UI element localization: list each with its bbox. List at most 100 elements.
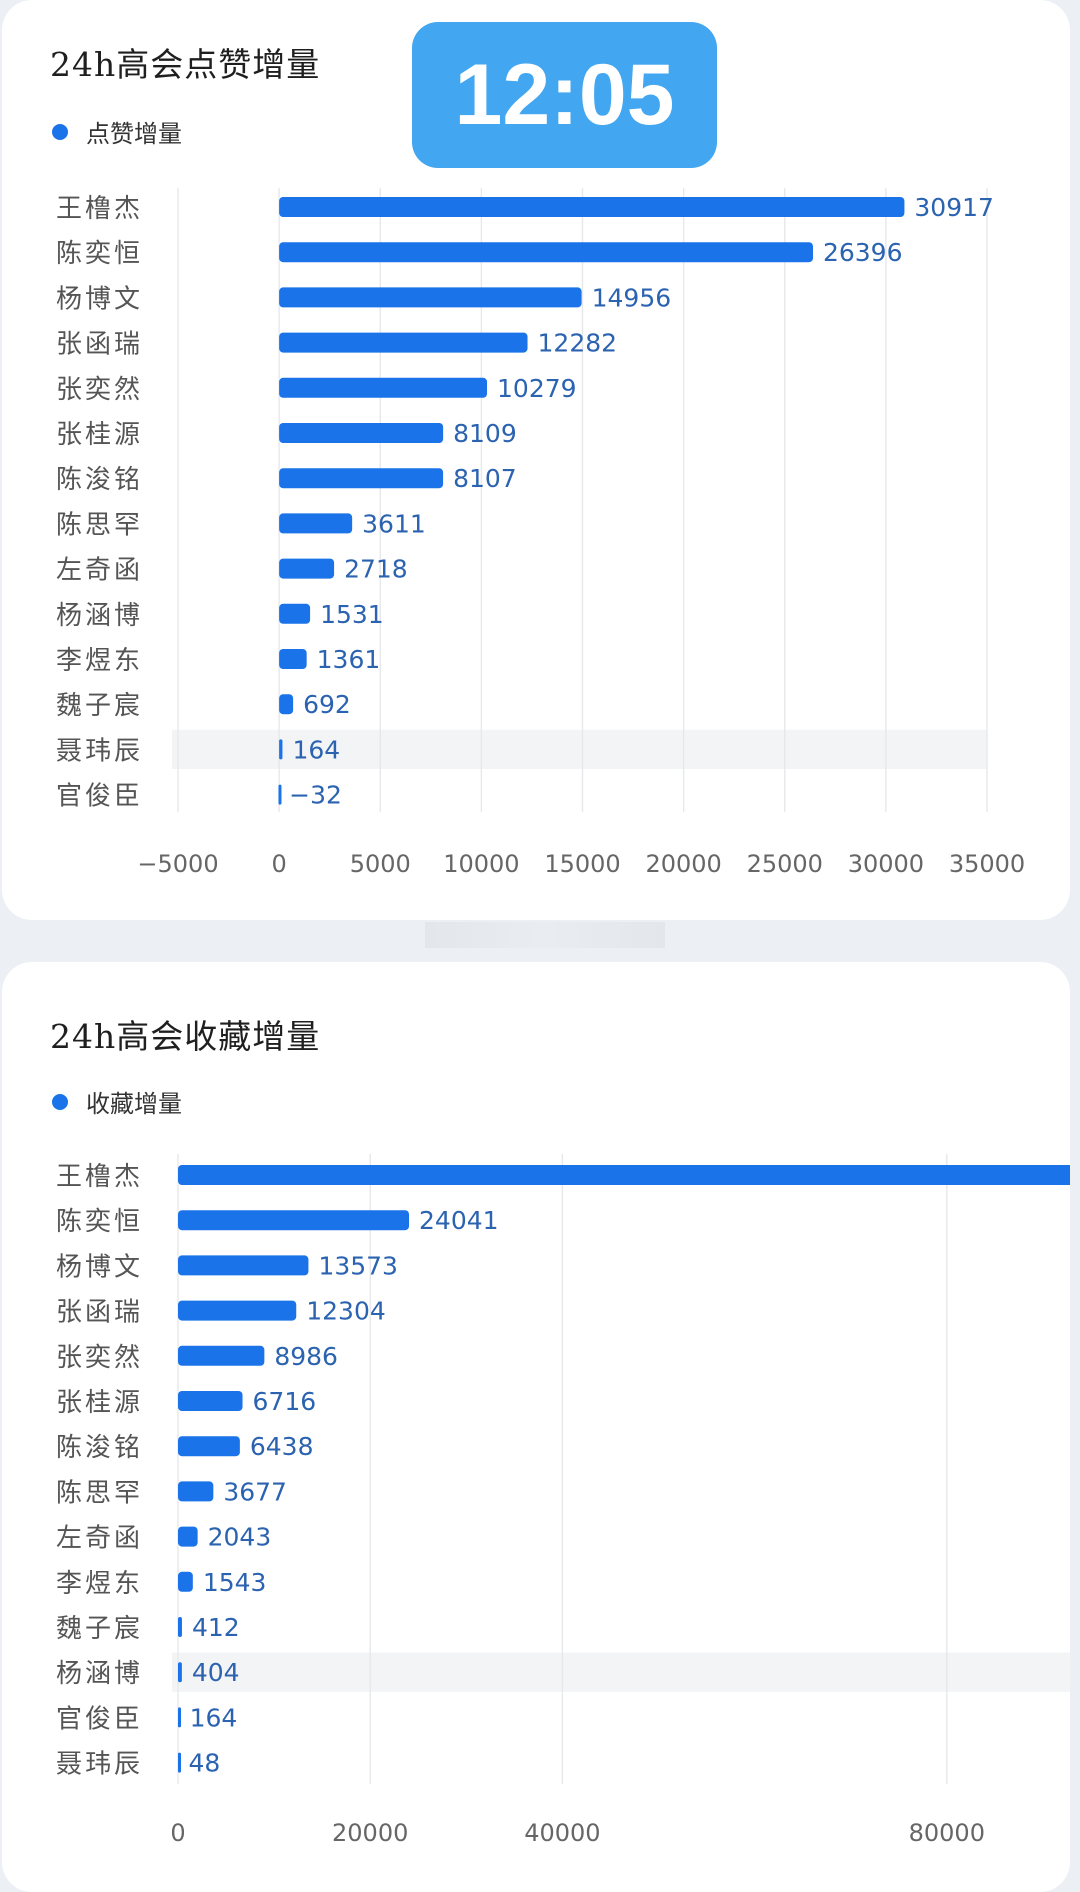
x-tick-label: 5000 [350, 850, 411, 878]
favorites-bar-chart: 020000400008000097428王橹杰24041陈奕恒13573杨博文… [56, 1154, 1070, 1847]
category-label: 左奇函 [56, 1524, 143, 1554]
category-label: 官俊臣 [56, 782, 143, 812]
bar-value-label: 26396 [823, 238, 903, 267]
bar[interactable] [178, 1300, 297, 1321]
category-label: 陈浚铭 [56, 465, 143, 495]
category-label: 张函瑞 [56, 330, 143, 360]
category-label: 陈浚铭 [56, 1433, 143, 1463]
legend-dot-icon [52, 1093, 68, 1110]
bar-value-label: 6438 [250, 1432, 314, 1461]
bar-value-label: 1543 [203, 1568, 267, 1597]
category-label: 李煜东 [56, 1569, 143, 1599]
bar[interactable] [279, 558, 335, 579]
bar[interactable] [178, 1210, 410, 1231]
bar[interactable] [178, 1662, 182, 1683]
category-label: 陈奕恒 [56, 239, 143, 269]
legend-dot-icon [52, 123, 68, 140]
category-label: 左奇函 [56, 556, 143, 586]
bar-value-label: 3611 [362, 509, 426, 538]
bar-value-label: 2718 [344, 555, 408, 584]
bar-value-label: 12282 [538, 329, 618, 358]
row-highlight-band [172, 1652, 1070, 1692]
likes-legend[interactable]: 点赞增量 [52, 114, 182, 149]
bar-value-label: −32 [289, 781, 342, 810]
bar-value-label: 8107 [453, 464, 517, 493]
category-label: 王橹杰 [56, 194, 143, 224]
bar[interactable] [279, 287, 582, 308]
favorites-legend-label: 收藏增量 [86, 1090, 182, 1118]
bar[interactable] [178, 1481, 214, 1502]
bar-value-label: 12304 [306, 1297, 386, 1326]
x-tick-label: 30000 [848, 850, 924, 878]
bar-value-label: 24041 [419, 1206, 499, 1235]
category-label: 官俊臣 [56, 1704, 143, 1734]
category-label: 张函瑞 [56, 1298, 143, 1328]
bar[interactable] [178, 1707, 181, 1728]
bar[interactable] [279, 739, 283, 760]
category-label: 魏子宸 [56, 1614, 143, 1644]
x-tick-label: 10000 [443, 850, 519, 878]
bar[interactable] [279, 468, 444, 489]
bar-value-label: 3677 [223, 1477, 287, 1506]
bar[interactable] [178, 1391, 243, 1411]
category-label: 张桂源 [56, 420, 143, 450]
bar[interactable] [178, 1345, 265, 1366]
x-tick-label: 20000 [332, 1819, 408, 1847]
bar-value-label: 8109 [453, 419, 517, 448]
bar[interactable] [279, 197, 905, 217]
category-label: 陈思罕 [56, 1478, 143, 1508]
x-tick-label: 35000 [949, 850, 1025, 878]
category-label: 聂玮辰 [56, 736, 143, 766]
section-divider [425, 922, 665, 948]
category-label: 王橹杰 [56, 1162, 143, 1192]
category-label: 张奕然 [56, 375, 143, 405]
bar[interactable] [279, 649, 307, 669]
bar-value-label: 1531 [320, 600, 384, 629]
x-tick-label: 25000 [747, 850, 823, 878]
bar[interactable] [178, 1165, 1070, 1185]
x-tick-label: −5000 [137, 850, 218, 878]
bar[interactable] [279, 332, 528, 353]
x-tick-label: 0 [170, 1819, 185, 1847]
bar[interactable] [279, 423, 444, 443]
bar[interactable] [178, 1571, 193, 1592]
bar-value-label: 10279 [497, 374, 577, 403]
bar[interactable] [279, 242, 813, 263]
favorites-legend[interactable]: 收藏增量 [52, 1084, 182, 1119]
category-label: 聂玮辰 [56, 1750, 143, 1780]
bar-value-label: 1361 [317, 645, 381, 674]
bar[interactable] [178, 1436, 240, 1457]
bar-value-label: 404 [192, 1658, 240, 1687]
x-tick-label: 40000 [524, 1819, 600, 1847]
bar[interactable] [178, 1526, 198, 1547]
bar[interactable] [279, 603, 311, 624]
bar[interactable] [178, 1752, 181, 1773]
bar-value-label: 8986 [274, 1342, 338, 1371]
likes-chart-title: 24h高会点赞增量 [50, 45, 321, 84]
x-tick-label: 20000 [645, 850, 721, 878]
bar-value-label: 164 [292, 735, 340, 764]
category-label: 李煜东 [56, 646, 143, 676]
category-label: 陈思罕 [56, 510, 143, 540]
bar-value-label: 13573 [318, 1251, 398, 1280]
bar[interactable] [178, 1617, 182, 1637]
category-label: 杨涵博 [56, 601, 143, 631]
favorites-chart-title: 24h高会收藏增量 [50, 1017, 321, 1056]
bar[interactable] [278, 784, 282, 805]
bar[interactable] [279, 513, 353, 534]
category-label: 杨博文 [56, 284, 143, 314]
bar[interactable] [279, 694, 294, 715]
bar-value-label: 412 [192, 1613, 240, 1642]
category-label: 杨博文 [56, 1252, 143, 1282]
category-label: 张奕然 [56, 1343, 143, 1373]
row-highlight-band [172, 729, 987, 769]
bar-value-label: 6716 [253, 1387, 317, 1416]
bar[interactable] [178, 1255, 309, 1276]
bar[interactable] [279, 377, 488, 398]
bar-value-label: 2043 [208, 1523, 272, 1552]
likes-legend-label: 点赞增量 [86, 120, 182, 148]
category-label: 杨涵博 [56, 1659, 143, 1689]
likes-bar-chart: −5000 0 5000 10000 15000 20000 25000 30000 35000… [56, 188, 1025, 878]
x-tick-label: 0 [271, 850, 286, 878]
category-label: 魏子宸 [56, 691, 143, 721]
